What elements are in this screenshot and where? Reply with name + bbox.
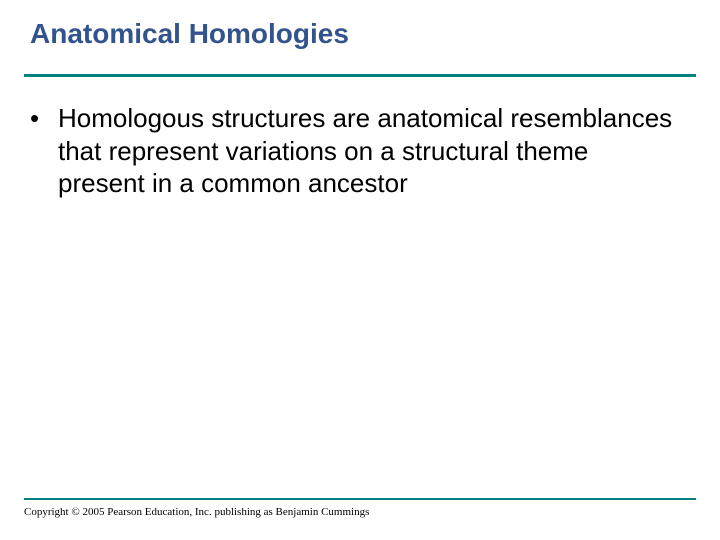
slide-title: Anatomical Homologies (0, 0, 720, 50)
divider-bottom (24, 498, 696, 500)
bullet-marker: • (30, 102, 58, 135)
bullet-text: Homologous structures are anatomical res… (58, 102, 680, 200)
divider-top (24, 74, 696, 77)
copyright-text: Copyright © 2005 Pearson Education, Inc.… (24, 506, 369, 518)
slide: Anatomical Homologies • Homologous struc… (0, 0, 720, 540)
slide-body: • Homologous structures are anatomical r… (30, 102, 680, 200)
bullet-item: • Homologous structures are anatomical r… (30, 102, 680, 200)
